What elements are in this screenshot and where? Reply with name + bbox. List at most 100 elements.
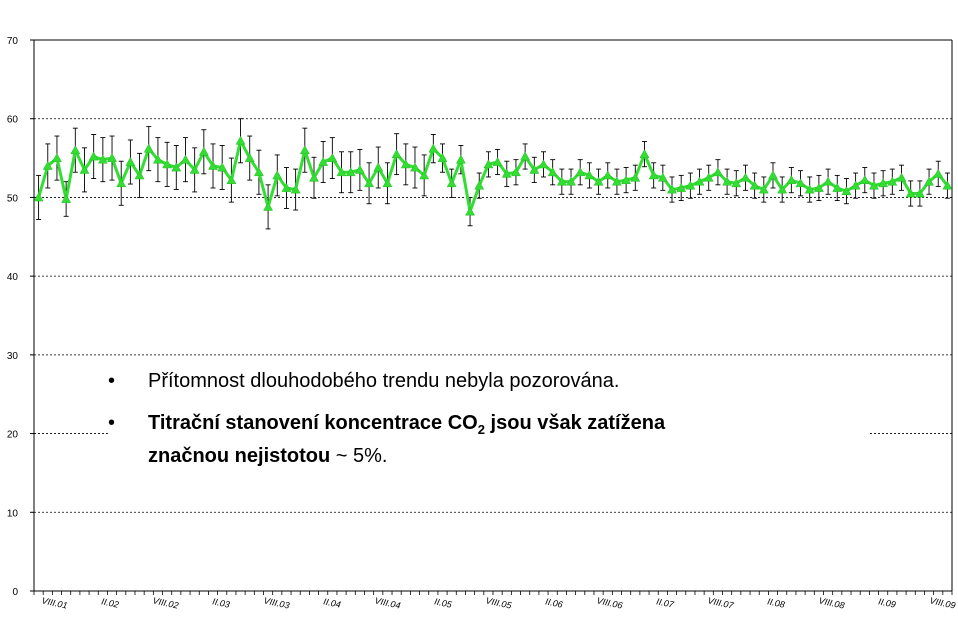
data-point [70, 145, 81, 155]
data-point [364, 178, 374, 188]
data-point [703, 172, 714, 182]
data-point [180, 154, 191, 164]
data-point [290, 184, 301, 194]
data-point [33, 192, 44, 202]
data-point [914, 188, 925, 198]
bullet-symbol: • [108, 370, 116, 392]
data-point [263, 201, 274, 211]
data-point [942, 180, 953, 190]
data-point [189, 164, 200, 174]
x-tick-label: VIII.06 [596, 595, 624, 610]
data-point [657, 172, 668, 182]
data-point [905, 188, 916, 198]
x-tick-label: II.04 [323, 596, 342, 609]
data-point [437, 153, 448, 162]
x-tick-label: II.03 [212, 596, 231, 609]
note-text-2: Titrační stanovení koncentrace CO2 jsou … [148, 410, 665, 469]
data-point [777, 184, 788, 194]
x-tick-label: II.08 [767, 596, 786, 609]
data-point [731, 178, 742, 188]
data-point [455, 154, 466, 164]
data-point [125, 156, 136, 166]
data-point [712, 167, 723, 177]
data-point [694, 176, 705, 186]
data-point [584, 170, 595, 180]
x-tick-label: II.09 [878, 596, 897, 609]
data-point [823, 176, 833, 186]
data-point [244, 153, 255, 162]
data-point [667, 184, 677, 194]
data-point [134, 170, 145, 180]
note-item-1: • Přítomnost dlouhodobého trendu nebyla … [108, 368, 868, 394]
data-point [887, 176, 898, 186]
x-tick-label: VIII.03 [263, 595, 291, 610]
x-tick-label: II.02 [101, 596, 120, 609]
data-point [749, 180, 760, 190]
data-point [61, 193, 72, 203]
data-point [501, 168, 512, 178]
data-point [474, 180, 485, 190]
data-point [391, 149, 402, 158]
data-point [878, 178, 889, 188]
data-point [538, 159, 549, 169]
data-point [419, 170, 430, 180]
data-point [859, 175, 870, 184]
data-point [198, 146, 209, 156]
data-point [226, 175, 237, 184]
data-point [676, 182, 687, 192]
data-point [327, 153, 338, 162]
data-point [235, 135, 246, 145]
data-point [309, 172, 319, 182]
data-point [722, 176, 733, 186]
data-point [556, 176, 567, 186]
data-point [630, 172, 641, 182]
x-tick-label: VIII.05 [485, 595, 513, 610]
data-point [116, 178, 127, 188]
data-point [869, 180, 879, 190]
x-tick-label: II.07 [656, 596, 676, 610]
data-point [924, 176, 934, 186]
data-point [933, 168, 944, 178]
data-point [410, 162, 420, 172]
data-point [575, 167, 586, 177]
data-point [272, 170, 283, 180]
data-point [804, 184, 815, 194]
notes-panel: • Přítomnost dlouhodobého trendu nebyla … [108, 368, 868, 485]
data-point [529, 164, 540, 174]
y-tick-label: 10 [7, 508, 19, 519]
data-point [428, 143, 439, 153]
data-point [511, 167, 521, 177]
data-point [465, 206, 475, 216]
data-point [795, 178, 806, 188]
x-tick-label: VIII.04 [374, 595, 402, 610]
data-point [217, 162, 228, 172]
data-point [42, 160, 53, 170]
note-bold-part-a: Titrační stanovení koncentrace CO [148, 412, 478, 434]
data-point [612, 176, 622, 186]
data-point [382, 178, 393, 188]
data-point [685, 180, 696, 190]
note-item-2: • Titrační stanovení koncentrace CO2 jso… [108, 410, 868, 469]
data-point [648, 170, 659, 180]
data-point [621, 175, 632, 184]
note-subscript: 2 [477, 422, 485, 437]
data-point [345, 167, 356, 177]
data-point [88, 151, 99, 161]
data-point [299, 145, 310, 155]
note-bold-part-c: značnou nejistotou [148, 445, 331, 467]
data-point [841, 186, 852, 195]
y-tick-label: 30 [7, 351, 19, 362]
series-line [37, 139, 949, 214]
bullet-symbol: • [108, 412, 116, 434]
note-bold-part-b: jsou však zatížena [484, 412, 666, 434]
data-point [483, 159, 494, 169]
data-point [153, 154, 163, 164]
data-point [492, 156, 503, 166]
data-point [162, 159, 173, 169]
data-point [373, 162, 384, 172]
data-point [336, 167, 347, 177]
data-point [786, 175, 797, 184]
data-point [593, 176, 604, 186]
y-tick-label: 20 [7, 430, 19, 441]
data-point [547, 167, 558, 177]
